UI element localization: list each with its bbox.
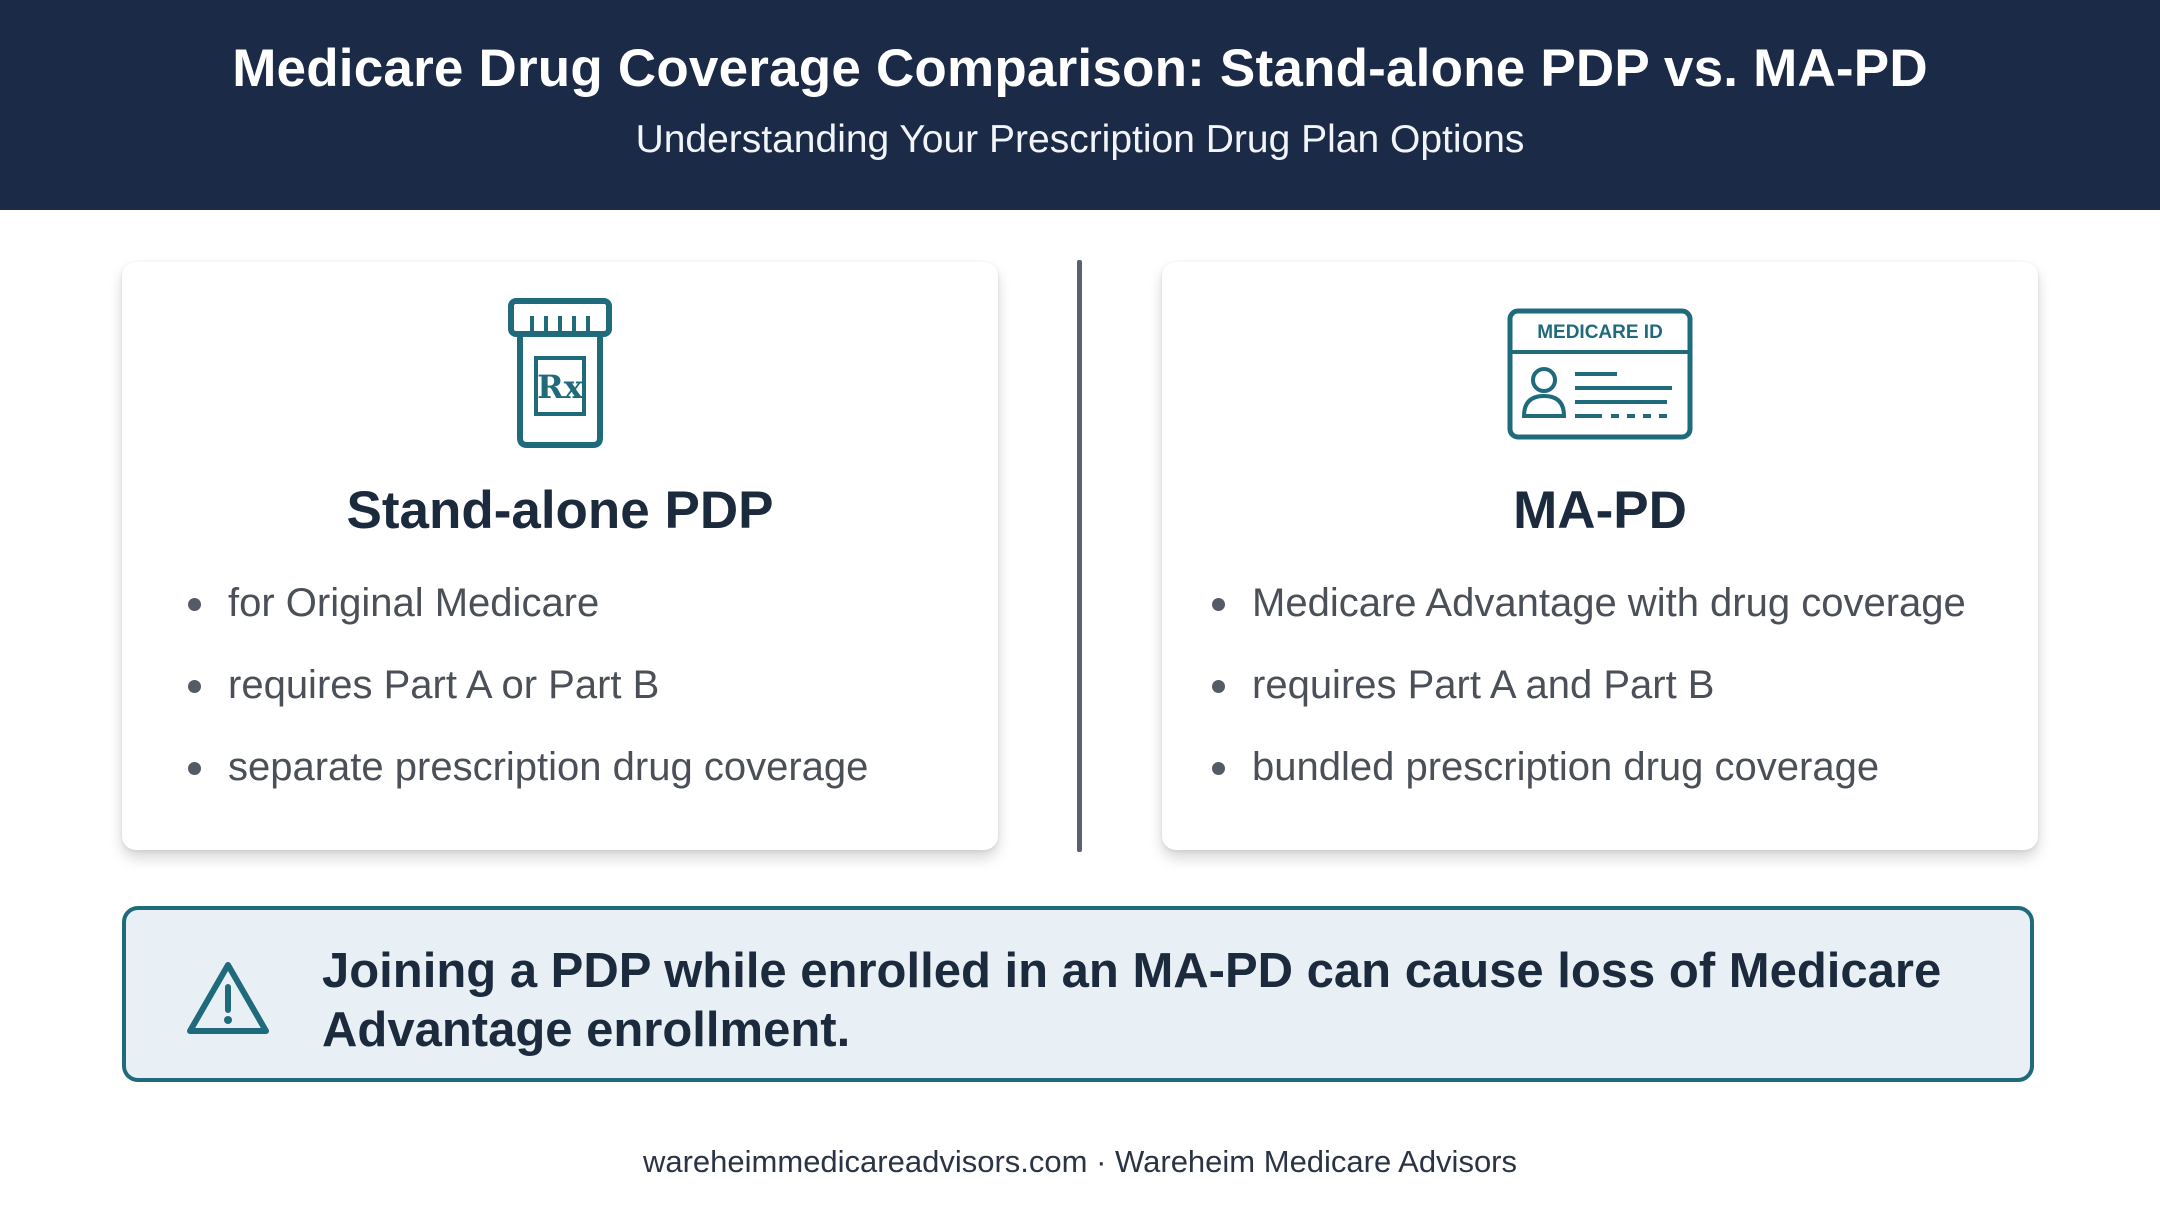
medicare-id-label: MEDICARE ID xyxy=(1537,322,1663,343)
rx-symbol: Rx xyxy=(537,368,584,406)
mapd-card: MEDICARE ID MA-PD Medicare Advantage wit… xyxy=(1162,262,2038,850)
pdp-card-title: Stand-alone PDP xyxy=(346,481,774,540)
pdp-card: Rx Stand-alone PDP for Original Medicare… xyxy=(122,262,998,850)
mapd-bullet-list: Medicare Advantage with drug coverage re… xyxy=(1212,578,1966,824)
list-item: requires Part A or Part B xyxy=(188,660,868,742)
list-item: requires Part A and Part B xyxy=(1212,660,1966,742)
page-title: Medicare Drug Coverage Comparison: Stand… xyxy=(232,39,1928,98)
vertical-divider xyxy=(1077,260,1082,852)
warning-message: Joining a PDP while enrolled in an MA-PD… xyxy=(322,944,1942,1057)
footer-attribution: wareheimmedicareadvisors.com · Wareheim … xyxy=(642,1144,1518,1179)
warning-callout: Joining a PDP while enrolled in an MA-PD… xyxy=(122,906,2034,1082)
medicare-id-card-icon: MEDICARE ID xyxy=(1507,308,1693,440)
list-item: separate prescription drug coverage xyxy=(188,742,868,824)
list-item: bundled prescription drug coverage xyxy=(1212,742,1966,824)
page-subtitle: Understanding Your Prescription Drug Pla… xyxy=(635,118,1525,161)
list-item: Medicare Advantage with drug coverage xyxy=(1212,578,1966,660)
warning-triangle-icon xyxy=(187,962,269,1034)
header-banner: Medicare Drug Coverage Comparison: Stand… xyxy=(0,0,2160,210)
pdp-bullet-list: for Original Medicare requires Part A or… xyxy=(188,578,868,824)
prescription-bottle-icon: Rx xyxy=(508,298,612,448)
list-item: for Original Medicare xyxy=(188,578,868,660)
mapd-card-title: MA-PD xyxy=(1513,481,1687,540)
